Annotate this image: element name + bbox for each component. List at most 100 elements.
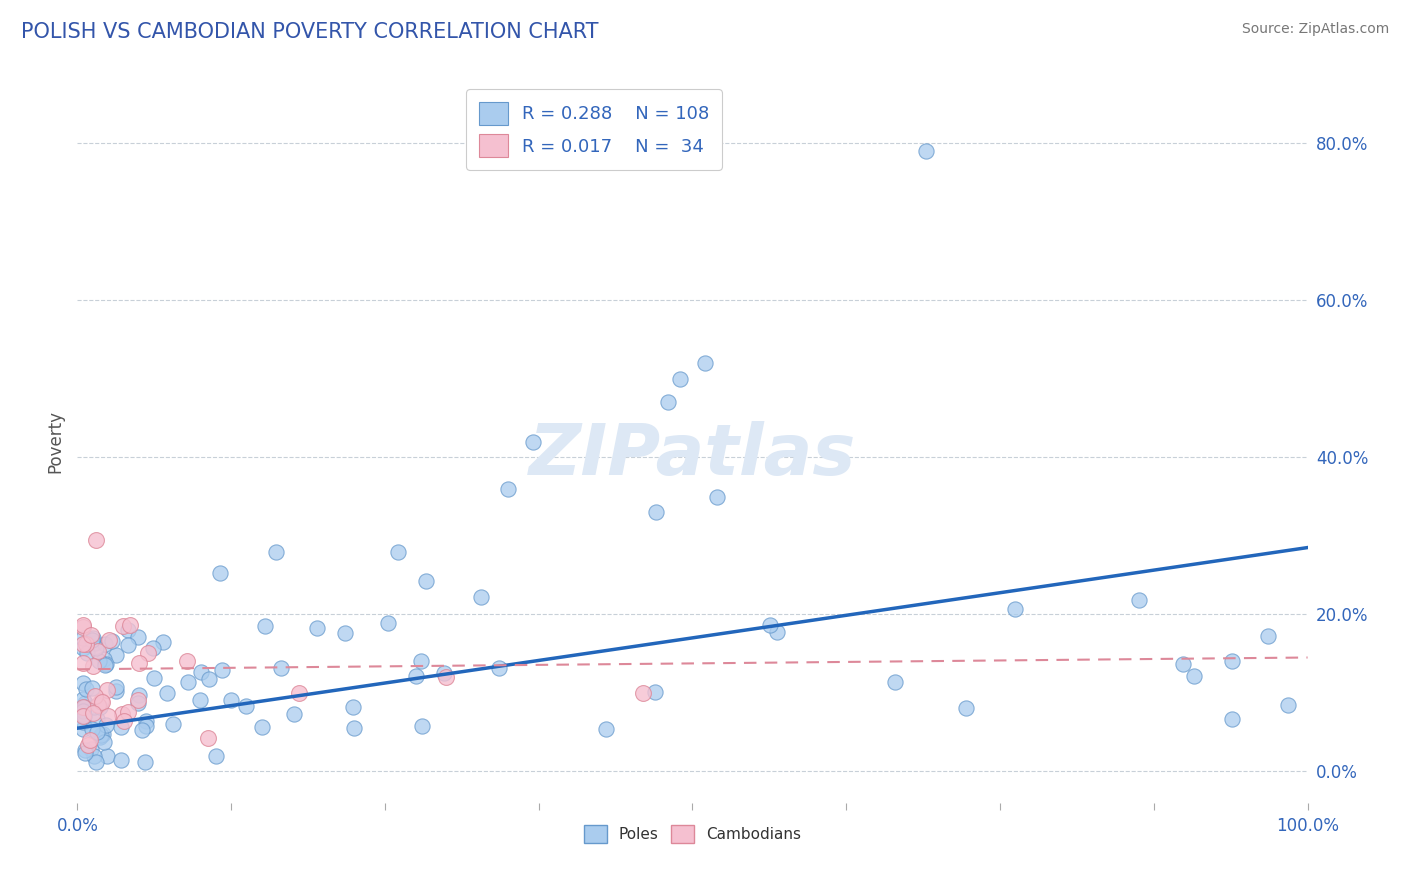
Point bbox=[595, 722, 617, 736]
Point bbox=[72, 637, 94, 651]
Point bbox=[87, 698, 110, 712]
Text: POLISH VS CAMBODIAN POVERTY CORRELATION CHART: POLISH VS CAMBODIAN POVERTY CORRELATION … bbox=[21, 22, 599, 42]
Point bbox=[488, 661, 510, 675]
Point bbox=[101, 633, 124, 648]
Point bbox=[883, 675, 905, 690]
Point bbox=[80, 741, 103, 756]
Point bbox=[91, 727, 114, 741]
Point bbox=[87, 654, 110, 668]
Point bbox=[128, 656, 150, 670]
Point bbox=[955, 700, 977, 714]
Point bbox=[117, 638, 139, 652]
Point bbox=[266, 545, 288, 559]
Point bbox=[93, 735, 115, 749]
Point bbox=[127, 630, 149, 644]
Point bbox=[83, 700, 105, 714]
Point bbox=[96, 683, 118, 698]
Point bbox=[111, 706, 134, 721]
Point bbox=[89, 700, 111, 714]
Point bbox=[1277, 698, 1299, 713]
Point bbox=[496, 482, 519, 496]
Point bbox=[1182, 668, 1205, 682]
Point bbox=[118, 617, 141, 632]
Point bbox=[644, 505, 666, 519]
Point bbox=[86, 725, 108, 739]
Point bbox=[98, 632, 121, 647]
Point bbox=[1171, 657, 1194, 671]
Point bbox=[470, 590, 492, 604]
Point bbox=[915, 144, 938, 158]
Point bbox=[288, 686, 311, 700]
Point bbox=[411, 654, 433, 668]
Point bbox=[152, 635, 174, 649]
Point bbox=[94, 658, 117, 673]
Point bbox=[82, 706, 104, 720]
Point bbox=[72, 722, 94, 736]
Point bbox=[1128, 593, 1150, 607]
Point bbox=[83, 690, 105, 704]
Point bbox=[127, 693, 149, 707]
Point bbox=[84, 755, 107, 769]
Point bbox=[72, 704, 94, 718]
Point bbox=[633, 686, 655, 700]
Point bbox=[110, 753, 132, 767]
Point bbox=[72, 692, 94, 706]
Point bbox=[72, 676, 94, 690]
Point bbox=[75, 681, 97, 696]
Point bbox=[177, 675, 200, 690]
Point bbox=[76, 646, 98, 660]
Point bbox=[270, 661, 292, 675]
Point bbox=[79, 733, 101, 747]
Point bbox=[104, 684, 127, 698]
Point bbox=[436, 670, 458, 684]
Point bbox=[72, 656, 94, 670]
Point bbox=[72, 700, 94, 714]
Point bbox=[97, 709, 120, 723]
Point bbox=[657, 395, 679, 409]
Point bbox=[73, 746, 96, 760]
Point bbox=[136, 646, 159, 660]
Point bbox=[73, 696, 96, 710]
Text: ZIPatlas: ZIPatlas bbox=[529, 422, 856, 491]
Point bbox=[335, 625, 357, 640]
Point bbox=[73, 708, 96, 723]
Point bbox=[706, 490, 728, 504]
Point bbox=[75, 743, 97, 757]
Point bbox=[80, 632, 103, 647]
Point bbox=[190, 665, 212, 680]
Point bbox=[415, 574, 437, 588]
Point bbox=[644, 684, 666, 698]
Point bbox=[89, 730, 111, 744]
Point bbox=[142, 641, 165, 656]
Point bbox=[405, 668, 427, 682]
Point bbox=[86, 712, 108, 726]
Point bbox=[305, 621, 328, 635]
Point bbox=[93, 651, 115, 665]
Point bbox=[128, 688, 150, 702]
Point bbox=[73, 699, 96, 714]
Text: Source: ZipAtlas.com: Source: ZipAtlas.com bbox=[1241, 22, 1389, 37]
Point bbox=[131, 723, 153, 738]
Point bbox=[693, 356, 716, 370]
Point bbox=[219, 693, 242, 707]
Point bbox=[134, 755, 156, 769]
Point bbox=[80, 681, 103, 695]
Point bbox=[72, 618, 94, 632]
Point bbox=[82, 658, 104, 673]
Point bbox=[110, 720, 132, 734]
Point bbox=[155, 686, 177, 700]
Point bbox=[127, 696, 149, 710]
Point bbox=[1004, 602, 1026, 616]
Point bbox=[283, 707, 305, 722]
Point bbox=[75, 637, 97, 651]
Point bbox=[669, 372, 692, 386]
Point bbox=[433, 666, 456, 681]
Point bbox=[766, 624, 789, 639]
Point bbox=[91, 695, 114, 709]
Point bbox=[197, 672, 219, 686]
Point bbox=[94, 637, 117, 651]
Point bbox=[76, 738, 98, 752]
Legend: Poles, Cambodians: Poles, Cambodians bbox=[578, 819, 807, 849]
Point bbox=[1220, 654, 1243, 668]
Point bbox=[84, 533, 107, 547]
